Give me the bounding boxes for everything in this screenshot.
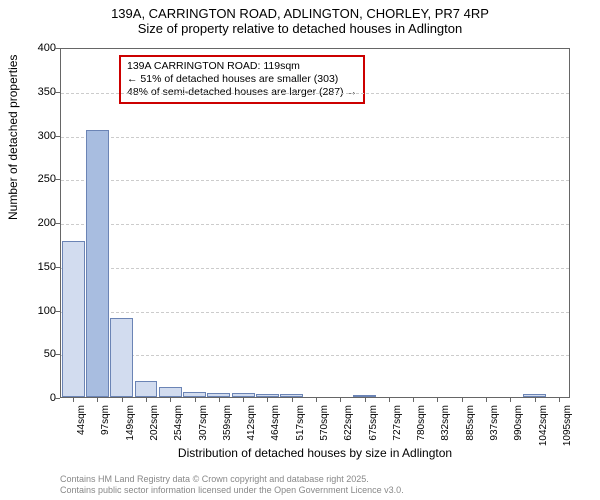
y-tick-label: 300 <box>18 130 56 142</box>
x-tick-label: 570sqm <box>319 405 330 455</box>
x-tick-label: 1095sqm <box>562 405 573 455</box>
x-tick-label: 464sqm <box>270 405 281 455</box>
footer-line: Contains public sector information licen… <box>60 485 404 496</box>
y-tick-label: 350 <box>18 86 56 98</box>
x-tick-label: 885sqm <box>465 405 476 455</box>
x-tick-label: 675sqm <box>368 405 379 455</box>
histogram-bar <box>135 381 158 397</box>
x-tick-label: 622sqm <box>343 405 354 455</box>
x-tick-label: 202sqm <box>149 405 160 455</box>
x-tick-label: 832sqm <box>440 405 451 455</box>
y-tick-label: 50 <box>18 348 56 360</box>
histogram-bar <box>110 318 133 397</box>
x-tick-label: 359sqm <box>222 405 233 455</box>
annotation-line: 139A CARRINGTON ROAD: 119sqm <box>127 60 357 73</box>
footer-attribution: Contains HM Land Registry data © Crown c… <box>60 474 404 496</box>
y-tick-label: 100 <box>18 305 56 317</box>
x-tick-label: 727sqm <box>392 405 403 455</box>
histogram-bar <box>86 130 109 397</box>
x-tick-label: 307sqm <box>198 405 209 455</box>
x-tick-label: 44sqm <box>76 405 87 455</box>
x-tick-label: 254sqm <box>173 405 184 455</box>
histogram-bar <box>159 387 182 398</box>
x-tick-label: 412sqm <box>246 405 257 455</box>
title-line-2: Size of property relative to detached ho… <box>0 21 600 36</box>
y-tick-label: 400 <box>18 42 56 54</box>
histogram-bar <box>62 241 85 397</box>
footer-line: Contains HM Land Registry data © Crown c… <box>60 474 404 485</box>
chart-title: 139A, CARRINGTON ROAD, ADLINGTON, CHORLE… <box>0 0 600 36</box>
x-tick-label: 149sqm <box>125 405 136 455</box>
y-tick-label: 250 <box>18 173 56 185</box>
y-tick-label: 150 <box>18 261 56 273</box>
x-tick-label: 1042sqm <box>538 405 549 455</box>
x-tick-label: 990sqm <box>513 405 524 455</box>
annotation-callout: 139A CARRINGTON ROAD: 119sqm ← 51% of de… <box>119 55 365 104</box>
x-tick-label: 517sqm <box>295 405 306 455</box>
x-tick-label: 97sqm <box>100 405 111 455</box>
annotation-line: ← 51% of detached houses are smaller (30… <box>127 73 357 86</box>
x-tick-label: 780sqm <box>416 405 427 455</box>
y-tick-label: 0 <box>18 392 56 404</box>
x-tick-label: 937sqm <box>489 405 500 455</box>
plot-area: 139A CARRINGTON ROAD: 119sqm ← 51% of de… <box>60 48 570 398</box>
title-line-1: 139A, CARRINGTON ROAD, ADLINGTON, CHORLE… <box>0 6 600 21</box>
y-tick-label: 200 <box>18 217 56 229</box>
